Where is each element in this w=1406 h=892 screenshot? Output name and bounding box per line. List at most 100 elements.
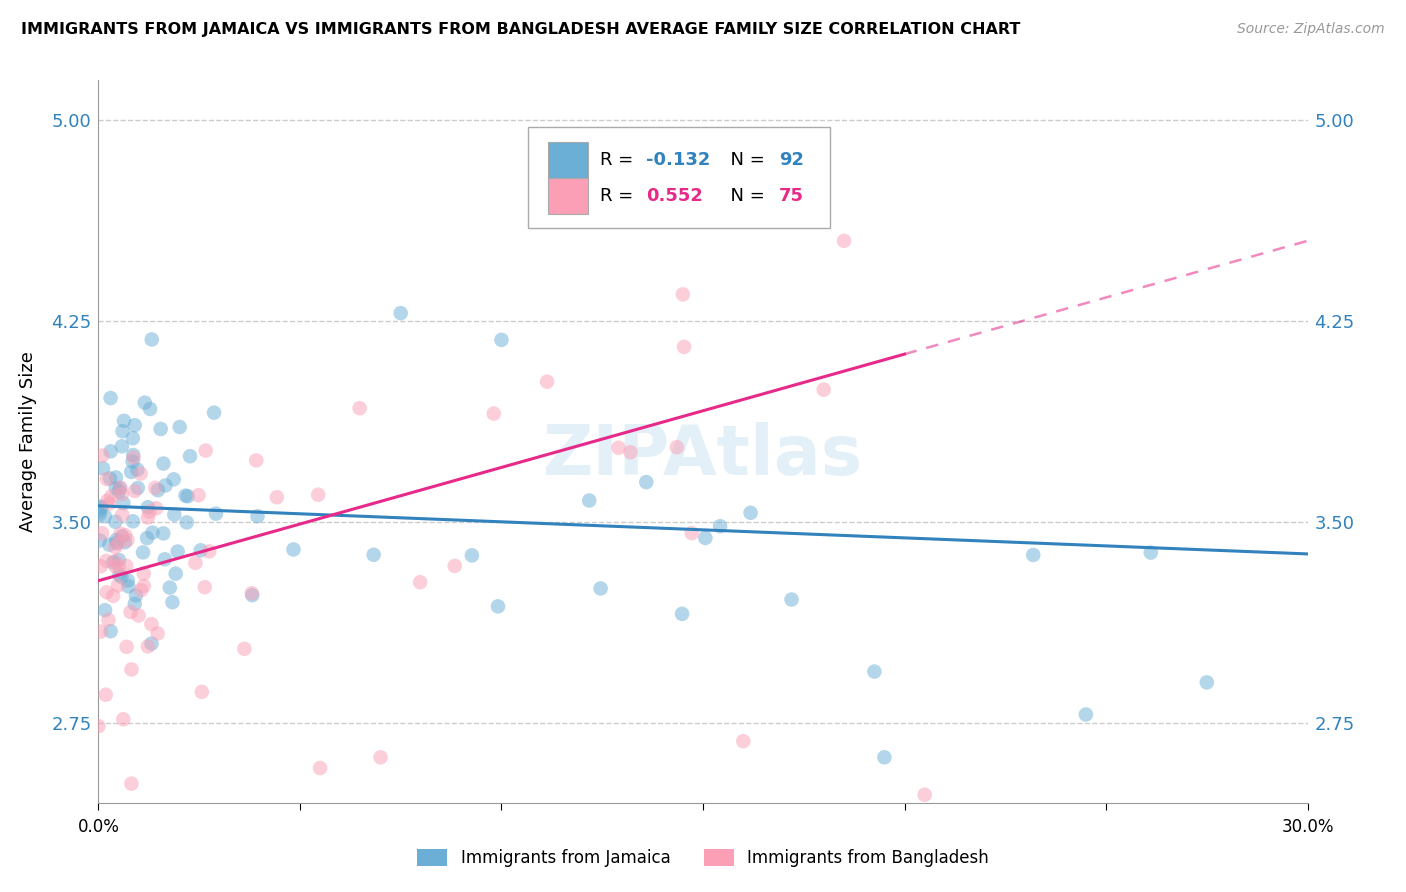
Point bbox=[132, 566, 155, 581]
Point bbox=[107, 578, 129, 592]
Point bbox=[122, 448, 145, 462]
Point bbox=[90, 500, 112, 515]
Point bbox=[129, 467, 152, 481]
Point bbox=[141, 637, 163, 651]
Point bbox=[863, 665, 886, 679]
Point bbox=[105, 535, 128, 549]
Point bbox=[112, 712, 135, 726]
Point bbox=[121, 454, 143, 468]
Point bbox=[636, 475, 658, 490]
Point bbox=[104, 540, 127, 554]
Point bbox=[551, 161, 574, 176]
Point bbox=[104, 470, 127, 484]
Point bbox=[112, 496, 135, 510]
Point bbox=[709, 519, 731, 533]
Point bbox=[115, 558, 138, 573]
Point bbox=[111, 529, 134, 543]
Point bbox=[205, 507, 228, 521]
Point bbox=[245, 453, 267, 467]
Point bbox=[149, 422, 172, 436]
Point bbox=[233, 641, 256, 656]
Text: N =: N = bbox=[718, 151, 770, 169]
Point bbox=[409, 575, 432, 590]
Point bbox=[184, 556, 207, 570]
Point bbox=[120, 777, 142, 791]
Point bbox=[1074, 707, 1097, 722]
Point bbox=[94, 603, 117, 617]
Point bbox=[169, 420, 191, 434]
Point bbox=[163, 508, 186, 522]
Point bbox=[176, 516, 198, 530]
Point bbox=[132, 579, 155, 593]
Point bbox=[97, 613, 120, 627]
Point bbox=[1139, 545, 1161, 559]
Point bbox=[146, 483, 169, 498]
Point bbox=[162, 595, 184, 609]
Point bbox=[832, 234, 855, 248]
Point bbox=[117, 579, 139, 593]
Point bbox=[122, 514, 145, 528]
Point bbox=[117, 533, 139, 547]
Point bbox=[120, 465, 142, 479]
Point bbox=[108, 553, 131, 567]
Point bbox=[120, 605, 142, 619]
Point bbox=[114, 528, 136, 542]
Point bbox=[96, 493, 118, 508]
Point bbox=[139, 401, 162, 416]
Point bbox=[141, 617, 163, 632]
Point bbox=[179, 449, 201, 463]
Text: 92: 92 bbox=[779, 151, 804, 169]
Point bbox=[194, 443, 217, 458]
Point bbox=[100, 624, 122, 639]
Text: ZIPAtlas: ZIPAtlas bbox=[543, 423, 863, 490]
Point bbox=[194, 580, 217, 594]
Point bbox=[681, 526, 703, 541]
Point bbox=[141, 525, 163, 540]
Point bbox=[283, 542, 305, 557]
Point bbox=[733, 734, 755, 748]
Point bbox=[89, 504, 111, 518]
Point bbox=[124, 597, 146, 611]
Point bbox=[163, 472, 186, 486]
Point bbox=[110, 480, 132, 494]
Point bbox=[96, 472, 118, 486]
Point bbox=[101, 589, 124, 603]
Point bbox=[100, 489, 122, 503]
Point bbox=[240, 588, 263, 602]
Point bbox=[176, 489, 198, 503]
Point bbox=[100, 391, 122, 405]
Point bbox=[138, 505, 160, 519]
Point bbox=[166, 544, 188, 558]
Point bbox=[104, 515, 127, 529]
Point bbox=[873, 750, 896, 764]
Text: N =: N = bbox=[718, 187, 770, 205]
Point bbox=[89, 533, 111, 548]
Point bbox=[695, 531, 717, 545]
Point bbox=[90, 559, 112, 574]
Point bbox=[159, 581, 181, 595]
Point bbox=[190, 543, 212, 558]
Point bbox=[578, 493, 600, 508]
Point bbox=[120, 662, 142, 676]
Point bbox=[153, 552, 176, 566]
Point bbox=[129, 583, 152, 598]
Point bbox=[1195, 675, 1218, 690]
Point bbox=[486, 599, 509, 614]
Point bbox=[914, 788, 936, 802]
Point bbox=[673, 340, 696, 354]
Point bbox=[389, 306, 412, 320]
Point bbox=[108, 482, 131, 496]
FancyBboxPatch shape bbox=[527, 128, 830, 228]
Point bbox=[104, 554, 127, 568]
Text: R =: R = bbox=[600, 151, 640, 169]
Point bbox=[461, 549, 484, 563]
Point bbox=[240, 586, 263, 600]
Point bbox=[136, 510, 159, 524]
Point bbox=[111, 424, 134, 438]
Point bbox=[108, 560, 131, 574]
Text: 0.552: 0.552 bbox=[647, 187, 703, 205]
Point bbox=[136, 640, 159, 654]
Point bbox=[363, 548, 385, 562]
Point bbox=[121, 431, 143, 445]
Text: Source: ZipAtlas.com: Source: ZipAtlas.com bbox=[1237, 22, 1385, 37]
